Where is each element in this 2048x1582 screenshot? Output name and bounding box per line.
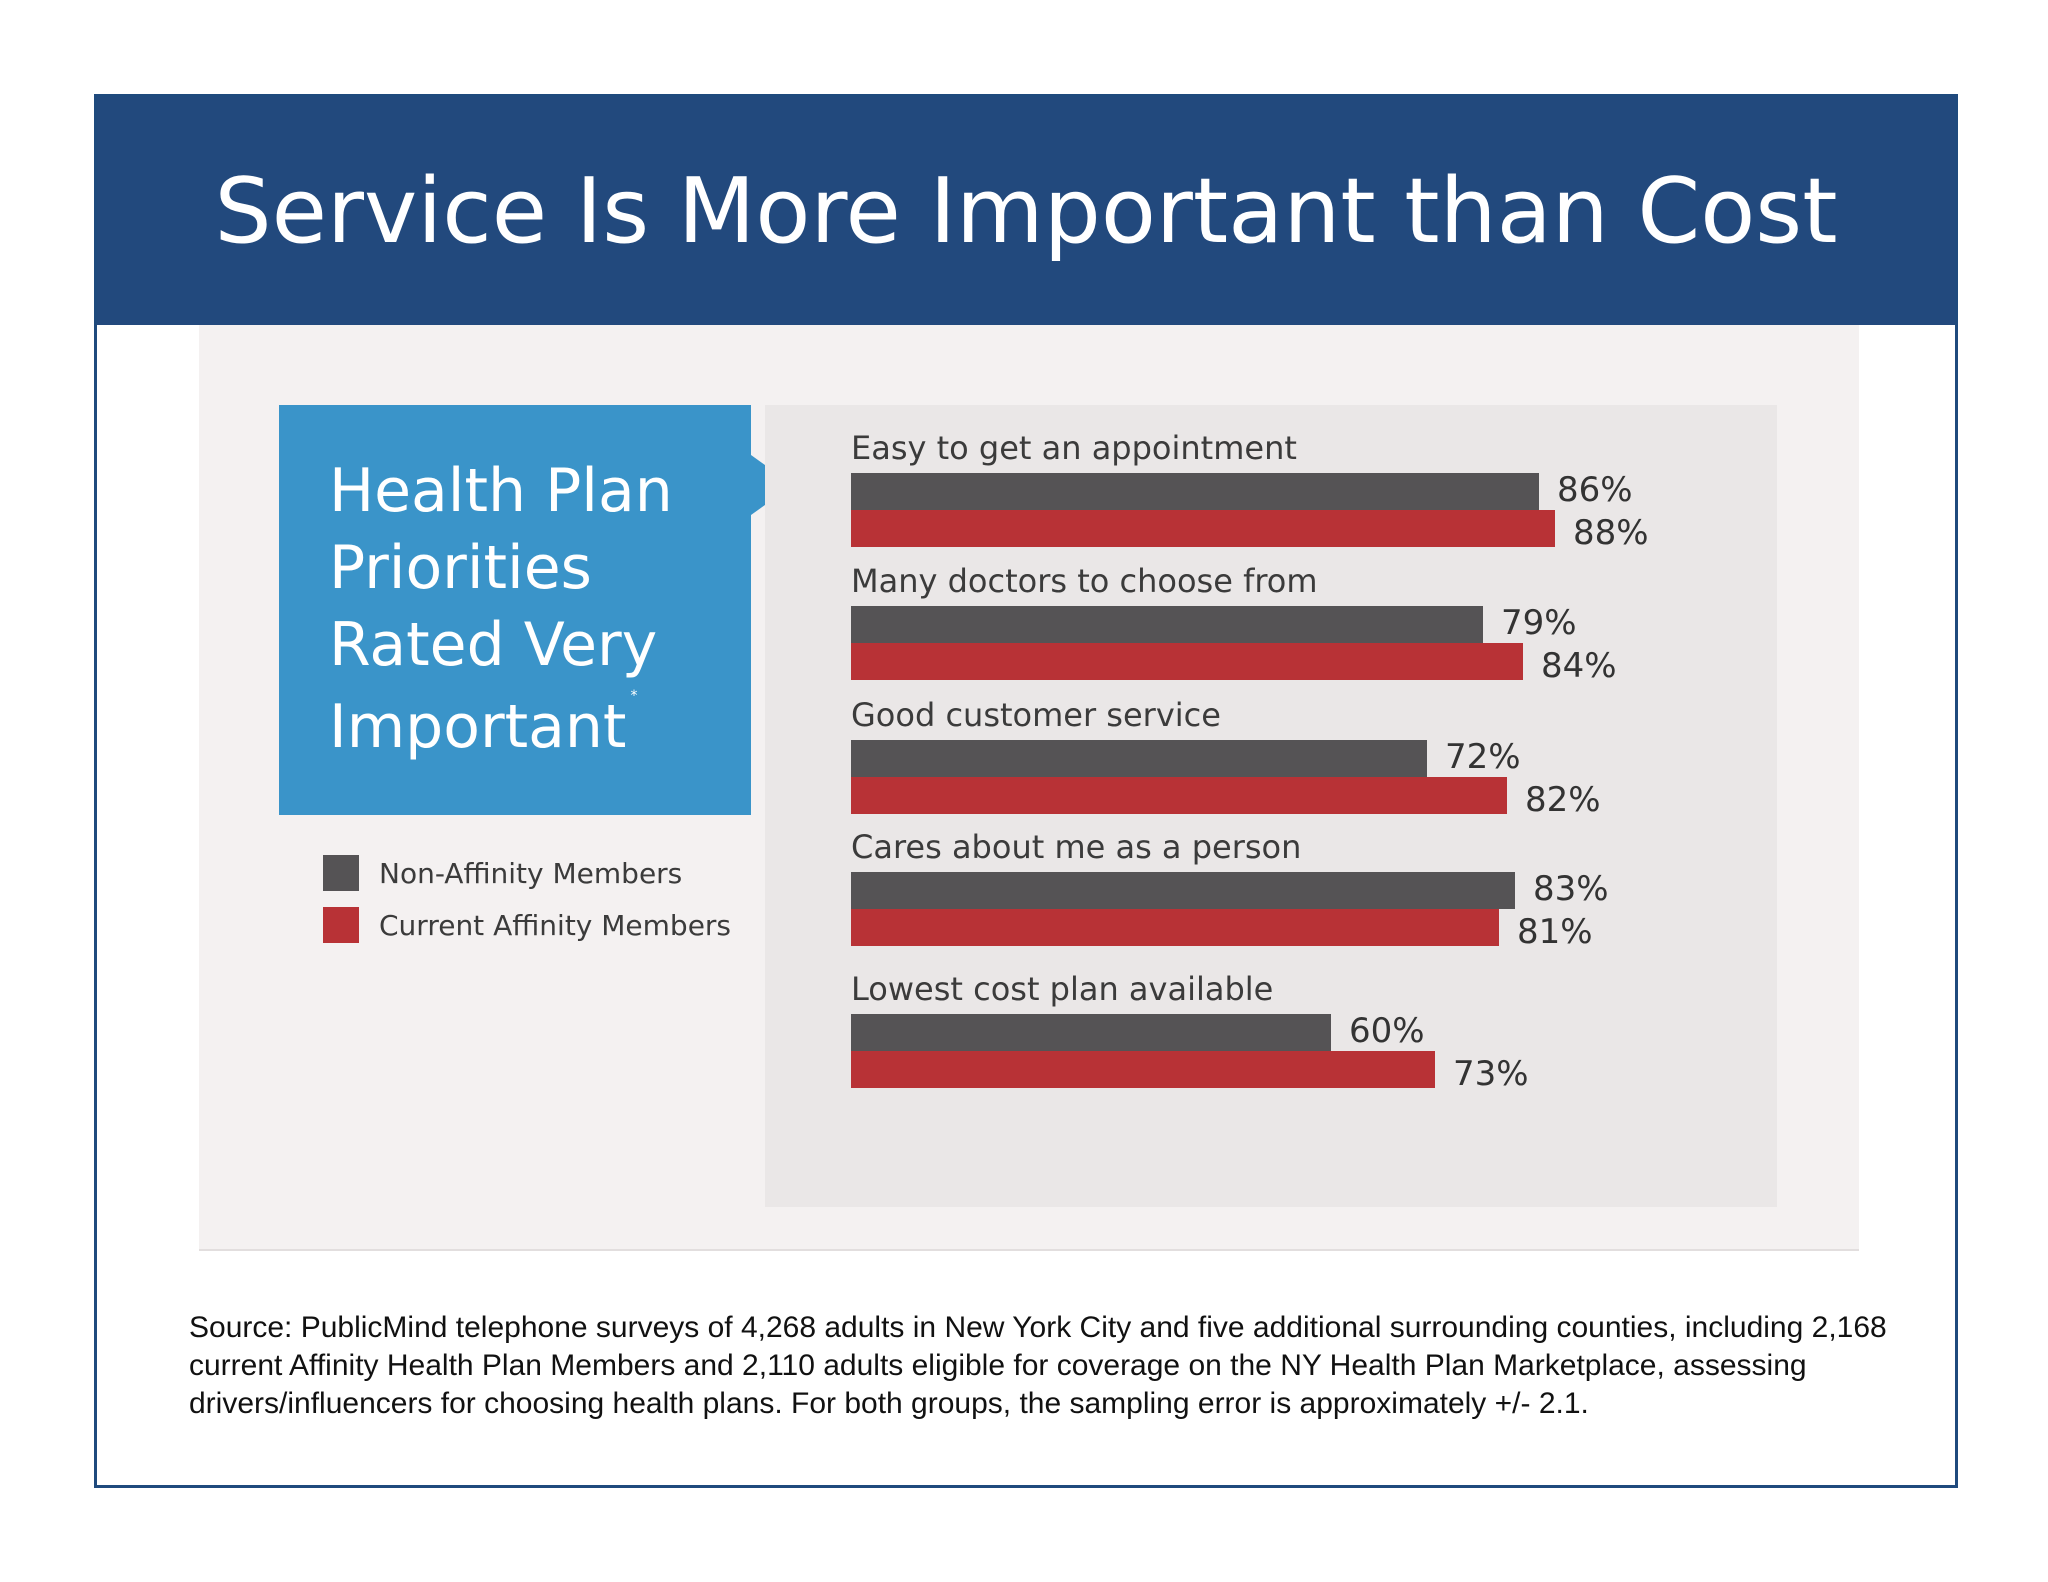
bar-chart-svg: Easy to get an appointment 86%88% Many doc… <box>851 429 1649 1094</box>
legend-label-non-affinity: Non-Affinity Members <box>379 856 683 890</box>
callout-heading: Health Plan Priorities Rated Very Import… <box>329 453 673 766</box>
bar-non-affinity <box>851 473 1539 510</box>
slide-frame: Service Is More Important than Cost Heal… <box>94 94 1958 1488</box>
category-label: Lowest cost plan available <box>851 970 1273 1008</box>
value-label: 86% <box>1557 470 1633 510</box>
bar-current-affinity <box>851 777 1507 814</box>
category-label: Good customer service <box>851 696 1221 734</box>
slide-title: Service Is More Important than Cost <box>214 158 1838 264</box>
callout-box: Health Plan Priorities Rated Very Import… <box>279 405 751 815</box>
legend-label-current-affinity: Current Affinity Members <box>379 908 732 942</box>
bar-current-affinity <box>851 909 1499 946</box>
value-label: 88% <box>1573 513 1649 553</box>
title-bar: Service Is More Important than Cost <box>97 97 1955 325</box>
legend-swatch-non-affinity <box>323 855 359 891</box>
footnote-mark: * <box>630 688 638 704</box>
value-label: 84% <box>1541 646 1617 686</box>
value-label: 82% <box>1525 780 1601 820</box>
legend-swatch-current-affinity <box>323 907 359 943</box>
bar-non-affinity <box>851 1014 1331 1051</box>
callout-line-1: Health Plan <box>329 456 673 526</box>
category-label: Cares about me as a person <box>851 828 1301 866</box>
legend-item-non-affinity: Non-Affinity Members <box>323 855 731 891</box>
value-label: 60% <box>1349 1011 1425 1051</box>
bar-current-affinity <box>851 643 1523 680</box>
bar-chart: Easy to get an appointment 86% 88% Many doc… <box>765 405 1777 1207</box>
legend: Non-Affinity Members Current Affinity Me… <box>323 855 731 959</box>
legend-item-current-affinity: Current Affinity Members <box>323 907 731 943</box>
callout-line-4: Important * <box>329 684 673 766</box>
bar-non-affinity <box>851 606 1483 643</box>
bar-non-affinity <box>851 740 1427 777</box>
value-label: 79% <box>1501 603 1577 643</box>
infographic-panel: Health Plan Priorities Rated Very Import… <box>199 325 1859 1251</box>
callout-line-4-text: Important <box>329 692 627 762</box>
value-label: 72% <box>1445 737 1521 777</box>
callout-line-3: Rated Very <box>329 610 658 680</box>
bar-current-affinity <box>851 510 1555 547</box>
category-label: Many doctors to choose from <box>851 562 1318 600</box>
bar-current-affinity <box>851 1051 1435 1088</box>
bar-non-affinity <box>851 872 1515 909</box>
value-label: 83% <box>1533 869 1609 909</box>
callout-line-2: Priorities <box>329 533 592 603</box>
source-note: Source: PublicMind telephone surveys of … <box>189 1311 1887 1420</box>
value-label: 73% <box>1453 1054 1529 1094</box>
category-label: Easy to get an appointment <box>851 429 1297 467</box>
value-label: 81% <box>1517 912 1593 952</box>
